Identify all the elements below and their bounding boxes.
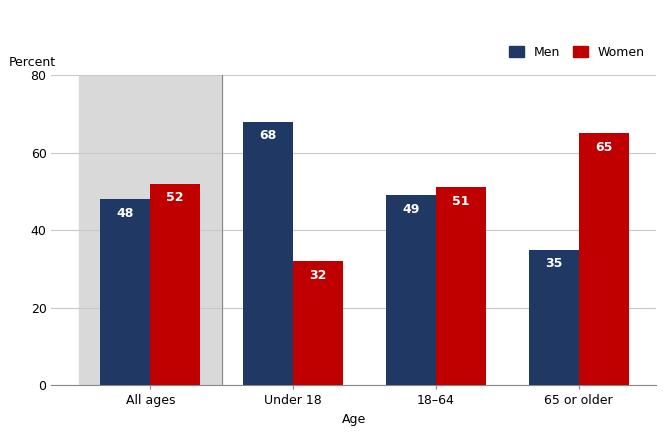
Text: 49: 49 [402, 203, 419, 216]
Bar [578, 133, 629, 385]
X-axis label: Age: Age [342, 413, 366, 426]
Text: 35: 35 [545, 258, 562, 270]
Bar [386, 195, 435, 385]
Legend: Men, Women: Men, Women [504, 41, 650, 64]
Text: 48: 48 [117, 207, 134, 220]
Text: 52: 52 [166, 191, 184, 204]
Bar [529, 250, 578, 385]
Text: 51: 51 [452, 195, 470, 208]
Text: 32: 32 [309, 269, 327, 282]
Text: 68: 68 [260, 129, 276, 142]
Bar [435, 187, 486, 385]
Bar [79, 75, 221, 385]
Text: Percent: Percent [9, 56, 56, 69]
Bar [150, 183, 200, 385]
Text: 65: 65 [595, 141, 612, 154]
Bar [293, 261, 343, 385]
Bar [243, 122, 293, 385]
Bar [100, 199, 150, 385]
